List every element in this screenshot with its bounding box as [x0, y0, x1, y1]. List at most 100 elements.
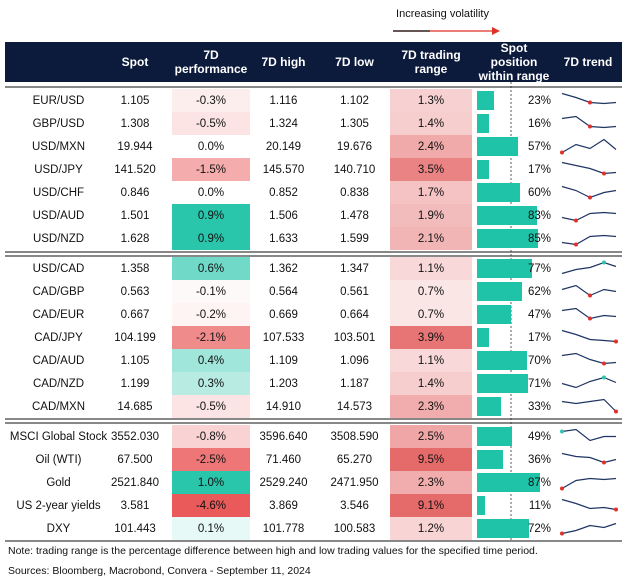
cell: 0.667 [120, 308, 150, 321]
cell: 1.7% [390, 181, 472, 204]
position-label: 60% [527, 186, 551, 199]
cell: 71.460 [265, 453, 302, 466]
cell: 1.203 [269, 377, 298, 390]
cell: 145.570 [262, 163, 305, 176]
cell: 1.4% [390, 112, 472, 135]
position-label: 70% [527, 354, 551, 367]
cell: -0.2% [172, 303, 250, 326]
cell: 0.664 [340, 308, 369, 321]
cell: 0.846 [120, 186, 150, 199]
cell: 3.9% [390, 326, 472, 349]
cell: 0.838 [340, 186, 369, 199]
cell: 1.187 [340, 377, 369, 390]
position-bar [477, 328, 490, 347]
position-bar [477, 397, 501, 416]
cell: 19.676 [336, 140, 373, 153]
cell: 1.2% [390, 517, 472, 540]
cell: -0.8% [172, 425, 250, 448]
cell: 1.347 [340, 262, 369, 275]
position-label: 17% [527, 163, 551, 176]
cell: 104.199 [114, 331, 156, 344]
cell: 1.324 [269, 117, 298, 130]
cell: 1.4% [390, 372, 472, 395]
column-header: 7D trading range [401, 48, 461, 76]
cell: 2521.840 [111, 476, 159, 489]
cell: -2.5% [172, 448, 250, 471]
cell: 0.9% [172, 204, 250, 227]
row-label: CAD/JPY [34, 331, 83, 344]
cell: 3.5% [390, 158, 472, 181]
row-label: DXY [46, 522, 71, 535]
cell: 1.308 [120, 117, 150, 130]
cell: 1.305 [340, 117, 369, 130]
cell: 103.501 [333, 331, 376, 344]
position-label: 85% [527, 232, 551, 245]
column-header: Spot [121, 55, 149, 69]
position-label: 17% [527, 331, 551, 344]
cell: -0.5% [172, 395, 250, 418]
column-header: 7D trend [563, 55, 613, 69]
cell: -2.1% [172, 326, 250, 349]
cell: 1.501 [120, 209, 150, 222]
cell: 140.710 [333, 163, 376, 176]
row-label: CAD/NZD [32, 377, 85, 390]
position-label: 11% [528, 499, 551, 512]
cell: 1.628 [120, 232, 150, 245]
position-bar [477, 91, 494, 110]
column-header: 7D high [261, 55, 306, 69]
position-bar [477, 427, 513, 446]
row-label: USD/CAD [32, 262, 85, 275]
cell: 0.563 [120, 285, 150, 298]
row-label: GBP/USD [32, 117, 85, 130]
cell: 141.520 [114, 163, 156, 176]
cell: 0.7% [390, 280, 472, 303]
cell: 9.1% [390, 494, 472, 517]
cell: 0.561 [340, 285, 369, 298]
cell: 1.105 [120, 354, 150, 367]
cell: 1.358 [120, 262, 150, 275]
cell: 3.546 [340, 499, 369, 512]
position-bar [477, 496, 485, 515]
cell: 20.149 [265, 140, 302, 153]
position-bar [477, 519, 529, 538]
position-bar [477, 305, 511, 324]
cell: 1.1% [390, 349, 472, 372]
position-bar [477, 450, 503, 469]
position-bar [477, 160, 490, 179]
row-label: USD/CHF [32, 186, 85, 199]
cell: 2.4% [390, 135, 472, 158]
cell: 3.869 [269, 499, 298, 512]
cell: 1.105 [120, 94, 150, 107]
cell: 1.0% [172, 471, 250, 494]
row-label: US 2-year yields [16, 499, 101, 512]
position-label: 83% [527, 209, 551, 222]
cell: 1.199 [120, 377, 150, 390]
cell: -4.6% [172, 494, 250, 517]
row-label: CAD/AUD [32, 354, 85, 367]
cell: -1.5% [172, 158, 250, 181]
cell: 3508.590 [330, 430, 379, 443]
cell: 14.573 [336, 400, 373, 413]
row-label: Gold [46, 476, 71, 489]
cell: 1.478 [340, 209, 369, 222]
row-label: EUR/USD [32, 94, 85, 107]
position-bar [477, 114, 489, 133]
cell: 1.506 [269, 209, 298, 222]
cell: 1.3% [390, 89, 472, 112]
cell: 1.109 [269, 354, 298, 367]
position-bar [477, 183, 521, 202]
cell: 2.3% [390, 471, 472, 494]
cell: -0.1% [172, 280, 250, 303]
position-label: 36% [527, 453, 551, 466]
cell: 0.564 [269, 285, 298, 298]
row-label: Oil (WTI) [35, 453, 82, 466]
position-bar [477, 351, 528, 370]
cell: 1.599 [340, 232, 369, 245]
cell: 1.633 [269, 232, 298, 245]
cell: 101.778 [262, 522, 305, 535]
cell: 3.581 [120, 499, 150, 512]
sources: Sources: Bloomberg, Macrobond, Convera -… [8, 565, 311, 577]
position-bar [477, 137, 519, 156]
